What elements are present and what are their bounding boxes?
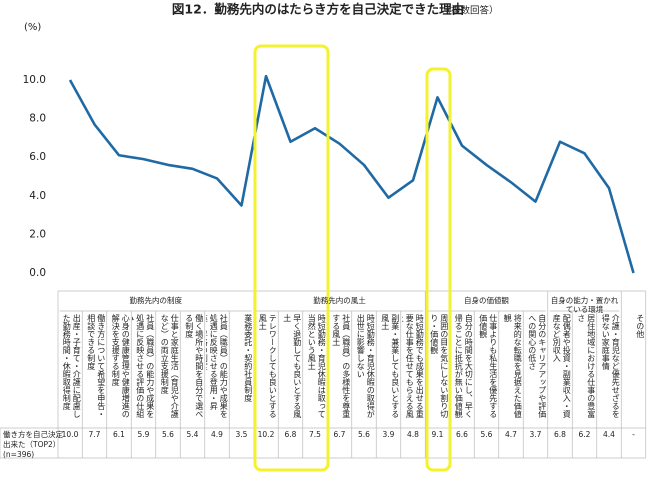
category-label: 介護・育児など優先せざるを得ない家庭事情: [601, 314, 621, 418]
category-label: 業務委託・契約社員制度: [243, 314, 253, 402]
category-label: 働く場所や時間を自分で選べる制度: [184, 314, 204, 418]
value-label: 6.6: [456, 430, 468, 439]
category-label: 仕事よりも私生活を優先する価値観: [478, 314, 498, 418]
group-label: 勤務先内の制度: [129, 296, 183, 305]
value-label: 5.4: [186, 430, 199, 439]
value-label: 3.9: [382, 430, 395, 439]
category-label: 時短勤務・育児休暇は取って当然という風土: [307, 314, 327, 418]
y-tick-label: 4.0: [29, 190, 46, 202]
value-label: 6.7: [333, 430, 346, 439]
value-label: -: [632, 430, 635, 439]
value-label: 5.6: [480, 430, 493, 439]
row-label: 働き方を自己決定: [3, 430, 63, 439]
category-label: 心身の健康管理や健康増進の解決を支援する制度: [111, 314, 131, 418]
category-label: 配偶者や投資・副業収入・資産など別収入: [552, 314, 572, 418]
value-label: 5.6: [358, 430, 370, 439]
value-label: 5.9: [137, 430, 150, 439]
value-label: 7.7: [88, 430, 101, 439]
value-label: 3.7: [529, 430, 542, 439]
category-label: 将来的な転職を見据えた価値観: [503, 314, 523, 418]
value-label: 9.1: [431, 430, 444, 439]
category-label: 仕事と家庭生活（育児や介護など）の両立支援制度: [160, 314, 180, 418]
y-tick-label: 2.0: [29, 228, 46, 240]
category-label: 自分の時間を大切にし、早く帰ることに抵抗が無い価値観: [454, 314, 474, 418]
category-label: 早く退勤しても良いとする風土: [282, 314, 302, 418]
y-unit: (%): [24, 22, 41, 33]
category-label: 副業・兼業しても良いとする風土: [380, 314, 400, 418]
value-label: 6.1: [113, 430, 125, 439]
chart-title: 図12．勤務先内のはたらき方を自己決定できた理由: [172, 2, 464, 17]
category-label: テレワークしても良いとする風土: [258, 314, 278, 418]
category-label: 社員（職員）の能力や成果を処遇に反映させる登用・昇進・昇格の制度: [206, 314, 229, 418]
value-label: 5.6: [162, 430, 174, 439]
value-label: 6.2: [578, 430, 591, 439]
chart-note: （複数回答）: [441, 5, 498, 17]
value-label: 3.5: [235, 430, 248, 439]
value-label: 6.8: [554, 430, 566, 439]
category-label: 居住地域における仕事の豊富さ: [576, 314, 596, 418]
category-label: その他: [635, 314, 645, 338]
category-label: 周囲の目を気にしない割り切り・価値観: [429, 314, 449, 418]
value-label: 7.5: [309, 430, 321, 439]
group-label: 自身の能力・置かれている環境: [550, 296, 619, 314]
row-label: 出来た（TOP2）: [3, 440, 61, 449]
y-tick-label: 0.0: [29, 267, 46, 279]
category-label: 出産・子育て・介護に配慮した勤務時間・休暇取得制度: [62, 314, 82, 418]
y-tick-label: 6.0: [29, 151, 46, 163]
data-line: [68, 74, 635, 274]
category-label: 働き方について希望を申告・相談できる制度: [86, 314, 106, 418]
value-label: 4.9: [211, 430, 223, 439]
y-tick-label: 10.0: [23, 74, 46, 86]
value-label: 4.8: [407, 430, 419, 439]
group-label: 自身の価値観: [464, 296, 509, 305]
category-label: 自分のキャリアアップや評価への関心の低さ: [527, 314, 547, 418]
category-label: 社員（職員）の多様性を尊重する風土: [331, 314, 351, 418]
highlight-box: [253, 44, 330, 472]
category-label: 時短勤務・育児休暇の取得が出世に影響しない: [356, 314, 376, 418]
value-label: 10.2: [257, 430, 275, 439]
y-tick-label: 8.0: [29, 113, 46, 125]
value-label: 4.4: [603, 430, 615, 439]
value-label: 10.0: [61, 430, 79, 439]
category-label: 社員（職員）の能力や成果を処遇に反映させる評価の仕組み: [132, 314, 155, 418]
group-label: 勤務先内の風土: [313, 296, 366, 305]
value-label: 4.7: [505, 430, 517, 439]
category-label: 時短勤務でも成果を出せる重要な仕事を任せてもらえる風土: [402, 314, 425, 418]
row-label: (n=396): [3, 450, 35, 459]
value-label: 6.8: [284, 430, 297, 439]
highlight-box: [425, 67, 452, 472]
